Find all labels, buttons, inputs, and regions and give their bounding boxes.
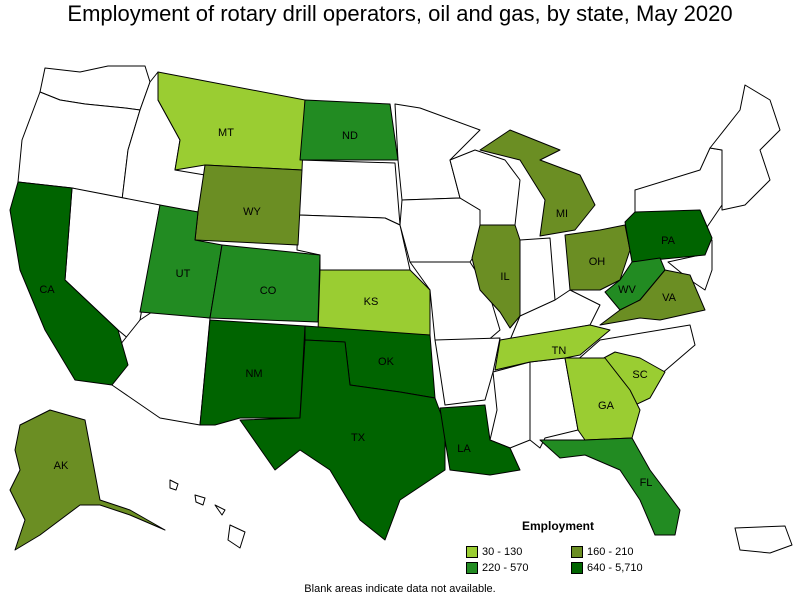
state-ia bbox=[399, 197, 486, 263]
label-tx: TX bbox=[351, 432, 366, 444]
legend-item-4: 640 - 5,710 bbox=[571, 562, 643, 574]
label-ut: UT bbox=[176, 268, 191, 280]
footnote: Blank areas indicate data not available. bbox=[304, 583, 496, 595]
label-mt: MT bbox=[218, 127, 234, 139]
legend-swatch-4 bbox=[571, 562, 583, 574]
label-ca: CA bbox=[39, 284, 55, 296]
state-tn bbox=[494, 324, 611, 371]
label-tn: TN bbox=[552, 345, 567, 357]
state-ms bbox=[489, 361, 531, 449]
legend-swatch-3 bbox=[466, 562, 478, 574]
legend-title: Employment bbox=[522, 519, 595, 533]
state-mi bbox=[479, 129, 596, 237]
blank-states bbox=[17, 65, 793, 554]
state-co bbox=[209, 244, 321, 323]
label-nm: NM bbox=[245, 368, 262, 380]
state-oh bbox=[564, 224, 631, 291]
state-hi bbox=[169, 479, 246, 549]
label-sc: SC bbox=[632, 369, 647, 381]
legend-label-4: 640 - 5,710 bbox=[587, 562, 643, 574]
state-ga bbox=[564, 357, 641, 441]
state-nd bbox=[299, 99, 399, 161]
map-title: Employment of rotary drill operators, oi… bbox=[67, 1, 733, 26]
label-pa: PA bbox=[661, 235, 676, 247]
legend-item-1: 30 - 130 bbox=[466, 546, 522, 558]
state-la bbox=[439, 404, 521, 476]
legend-item-2: 160 - 210 bbox=[571, 546, 633, 558]
label-wy: WY bbox=[243, 206, 261, 218]
legend-swatch-1 bbox=[466, 546, 478, 558]
state-ca bbox=[9, 181, 129, 386]
state-il bbox=[471, 224, 521, 329]
legend-item-3: 220 - 570 bbox=[466, 562, 528, 574]
legend-label-1: 30 - 130 bbox=[482, 546, 523, 558]
state-new-england bbox=[709, 84, 781, 211]
legend-label-3: 220 - 570 bbox=[482, 562, 529, 574]
label-il: IL bbox=[500, 271, 509, 283]
label-ga: GA bbox=[598, 400, 615, 412]
state-fl bbox=[539, 437, 681, 536]
state-wy bbox=[194, 164, 303, 246]
label-ok: OK bbox=[378, 356, 395, 368]
state-va bbox=[599, 269, 706, 326]
state-ak bbox=[9, 409, 166, 551]
state-mt bbox=[157, 71, 306, 171]
legend-label-2: 160 - 210 bbox=[587, 546, 634, 558]
label-fl: FL bbox=[640, 477, 653, 489]
state-tx bbox=[239, 339, 446, 541]
legend-swatch-2 bbox=[571, 546, 583, 558]
label-mi: MI bbox=[556, 208, 568, 220]
label-nd: ND bbox=[342, 130, 358, 142]
state-pr bbox=[734, 525, 793, 554]
label-oh: OH bbox=[589, 256, 606, 268]
label-co: CO bbox=[260, 285, 277, 297]
state-ar bbox=[434, 337, 501, 406]
label-ks: KS bbox=[364, 296, 379, 308]
label-va: VA bbox=[662, 292, 677, 304]
label-la: LA bbox=[457, 443, 471, 455]
state-ks bbox=[317, 269, 431, 336]
label-wv: WV bbox=[618, 284, 636, 296]
label-ak: AK bbox=[54, 460, 69, 472]
